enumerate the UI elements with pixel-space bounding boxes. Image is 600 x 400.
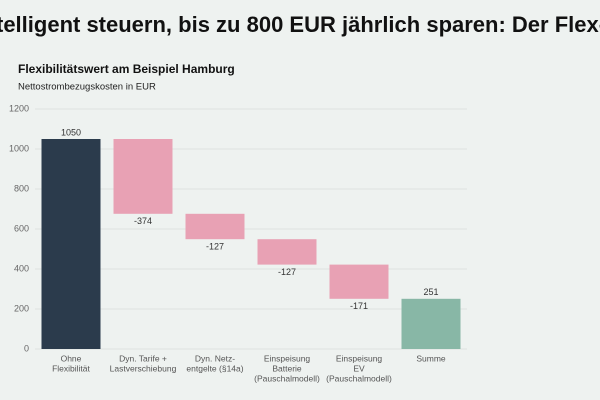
x-tick-label: EV [353,363,365,373]
chart-subtitle: Nettostrombezugskosten in EUR [18,82,156,93]
value-label: 1050 [61,127,81,137]
x-tick-label: (Pauschalmodell) [326,373,392,383]
x-tick-label: Einspeisung [336,353,383,363]
x-tick-label: Flexibilität [52,363,90,373]
x-tick-label: Einspeisung [264,353,311,363]
bar [329,264,389,299]
x-tick-label: Ohne [61,353,82,363]
x-tick-label: (Pauschalmodell) [254,373,320,383]
chart-title: Flexibilitätswert am Beispiel Hamburg [18,62,235,76]
bar [401,298,461,349]
bar [185,213,245,240]
value-label: 251 [423,287,438,297]
y-tick-label: 600 [14,223,29,233]
value-label: -374 [134,216,152,226]
y-tick-label: 1000 [9,143,29,153]
x-tick-label: Summe [416,353,446,363]
headline: telligent steuern, bis zu 800 EUR jährli… [0,12,600,37]
x-tick-label: Dyn. Netz- [195,353,235,363]
x-tick-label: Batterie [272,363,302,373]
y-tick-label: 200 [14,303,29,313]
x-tick-label: Dyn. Tarife + [119,353,167,363]
bar [113,139,173,214]
y-tick-label: 800 [14,183,29,193]
y-tick-label: 0 [24,343,29,353]
value-label: -171 [350,301,368,311]
value-label: -127 [206,242,224,252]
value-label: -127 [278,267,296,277]
y-tick-label: 1200 [9,103,29,113]
bar [257,239,317,265]
y-tick-label: 400 [14,263,29,273]
x-tick-label: entgelte (§14a) [186,363,243,373]
x-tick-label: Lastverschiebung [110,363,177,373]
bar [41,139,101,349]
